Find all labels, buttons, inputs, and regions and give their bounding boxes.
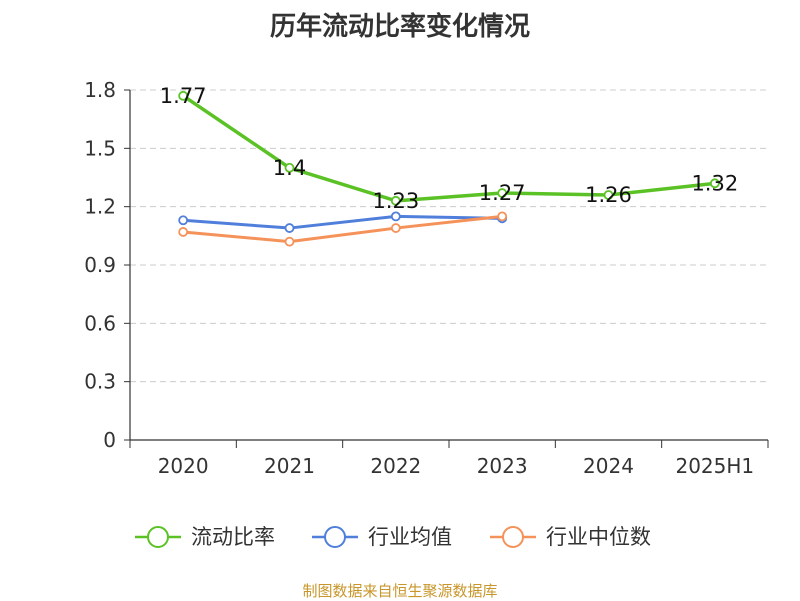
x-tick-label: 2024 [583, 454, 634, 478]
y-tick-label: 0.9 [84, 253, 116, 277]
data-point [390, 223, 401, 233]
x-tick-label: 2021 [264, 454, 315, 478]
data-point [284, 162, 295, 173]
data-point [178, 227, 189, 237]
legend-item: 行业中位数 [490, 525, 651, 549]
x-tick-label: 2025H1 [675, 454, 754, 478]
legend-item: 流动比率 [135, 525, 275, 549]
y-tick-label: 1.5 [84, 136, 116, 160]
data-labels: 1.77 1.4 1.23 1.27 1.26 1.32 [160, 84, 738, 213]
data-point [497, 211, 508, 222]
data-point [390, 195, 401, 206]
data-label: 1.4 [273, 156, 306, 180]
legend-label: 行业中位数 [546, 525, 651, 549]
data-label: 1.32 [691, 171, 738, 195]
data-point [497, 188, 508, 198]
legend-marker [147, 526, 169, 548]
y-tick-label: 0 [103, 428, 116, 452]
data-label: 1.26 [585, 183, 632, 207]
axes: 0 0.3 0.6 0.9 1.2 1.5 1.8 2020 2021 2022 2023 2024 2… [84, 78, 769, 478]
data-point [178, 215, 189, 226]
legend-marker [502, 526, 524, 548]
legend-label: 行业均值 [368, 525, 452, 549]
x-tick-label: 2023 [477, 454, 528, 478]
y-tick-label: 1.2 [84, 195, 116, 219]
data-point [390, 211, 401, 222]
y-tick-label: 1.8 [84, 78, 116, 102]
data-point [709, 178, 720, 189]
legend-marker [324, 526, 346, 548]
data-point [284, 236, 295, 247]
data-point [603, 190, 614, 200]
y-tick-label: 0.6 [84, 311, 116, 335]
legend-item: 行业均值 [312, 525, 452, 549]
chart-title: 历年流动比率变化情况 [269, 12, 530, 42]
data-point [284, 223, 295, 233]
data-label: 1.27 [479, 181, 526, 205]
grid-lines [130, 89, 768, 383]
source-note: 制图数据来自恒生聚源数据库 [302, 582, 498, 600]
x-tick-label: 2020 [158, 454, 209, 478]
series-line [183, 214, 503, 230]
y-tick-label: 0.3 [84, 370, 116, 394]
legend: 流动比率 行业均值 行业中位数 [135, 525, 651, 549]
series-lines [178, 90, 720, 247]
data-label: 1.23 [372, 189, 419, 213]
x-tick-label: 2022 [370, 454, 421, 478]
series-line [182, 94, 716, 203]
series-line [183, 214, 503, 244]
legend-label: 流动比率 [191, 525, 275, 549]
data-label: 1.77 [160, 84, 207, 108]
data-point [178, 90, 189, 101]
